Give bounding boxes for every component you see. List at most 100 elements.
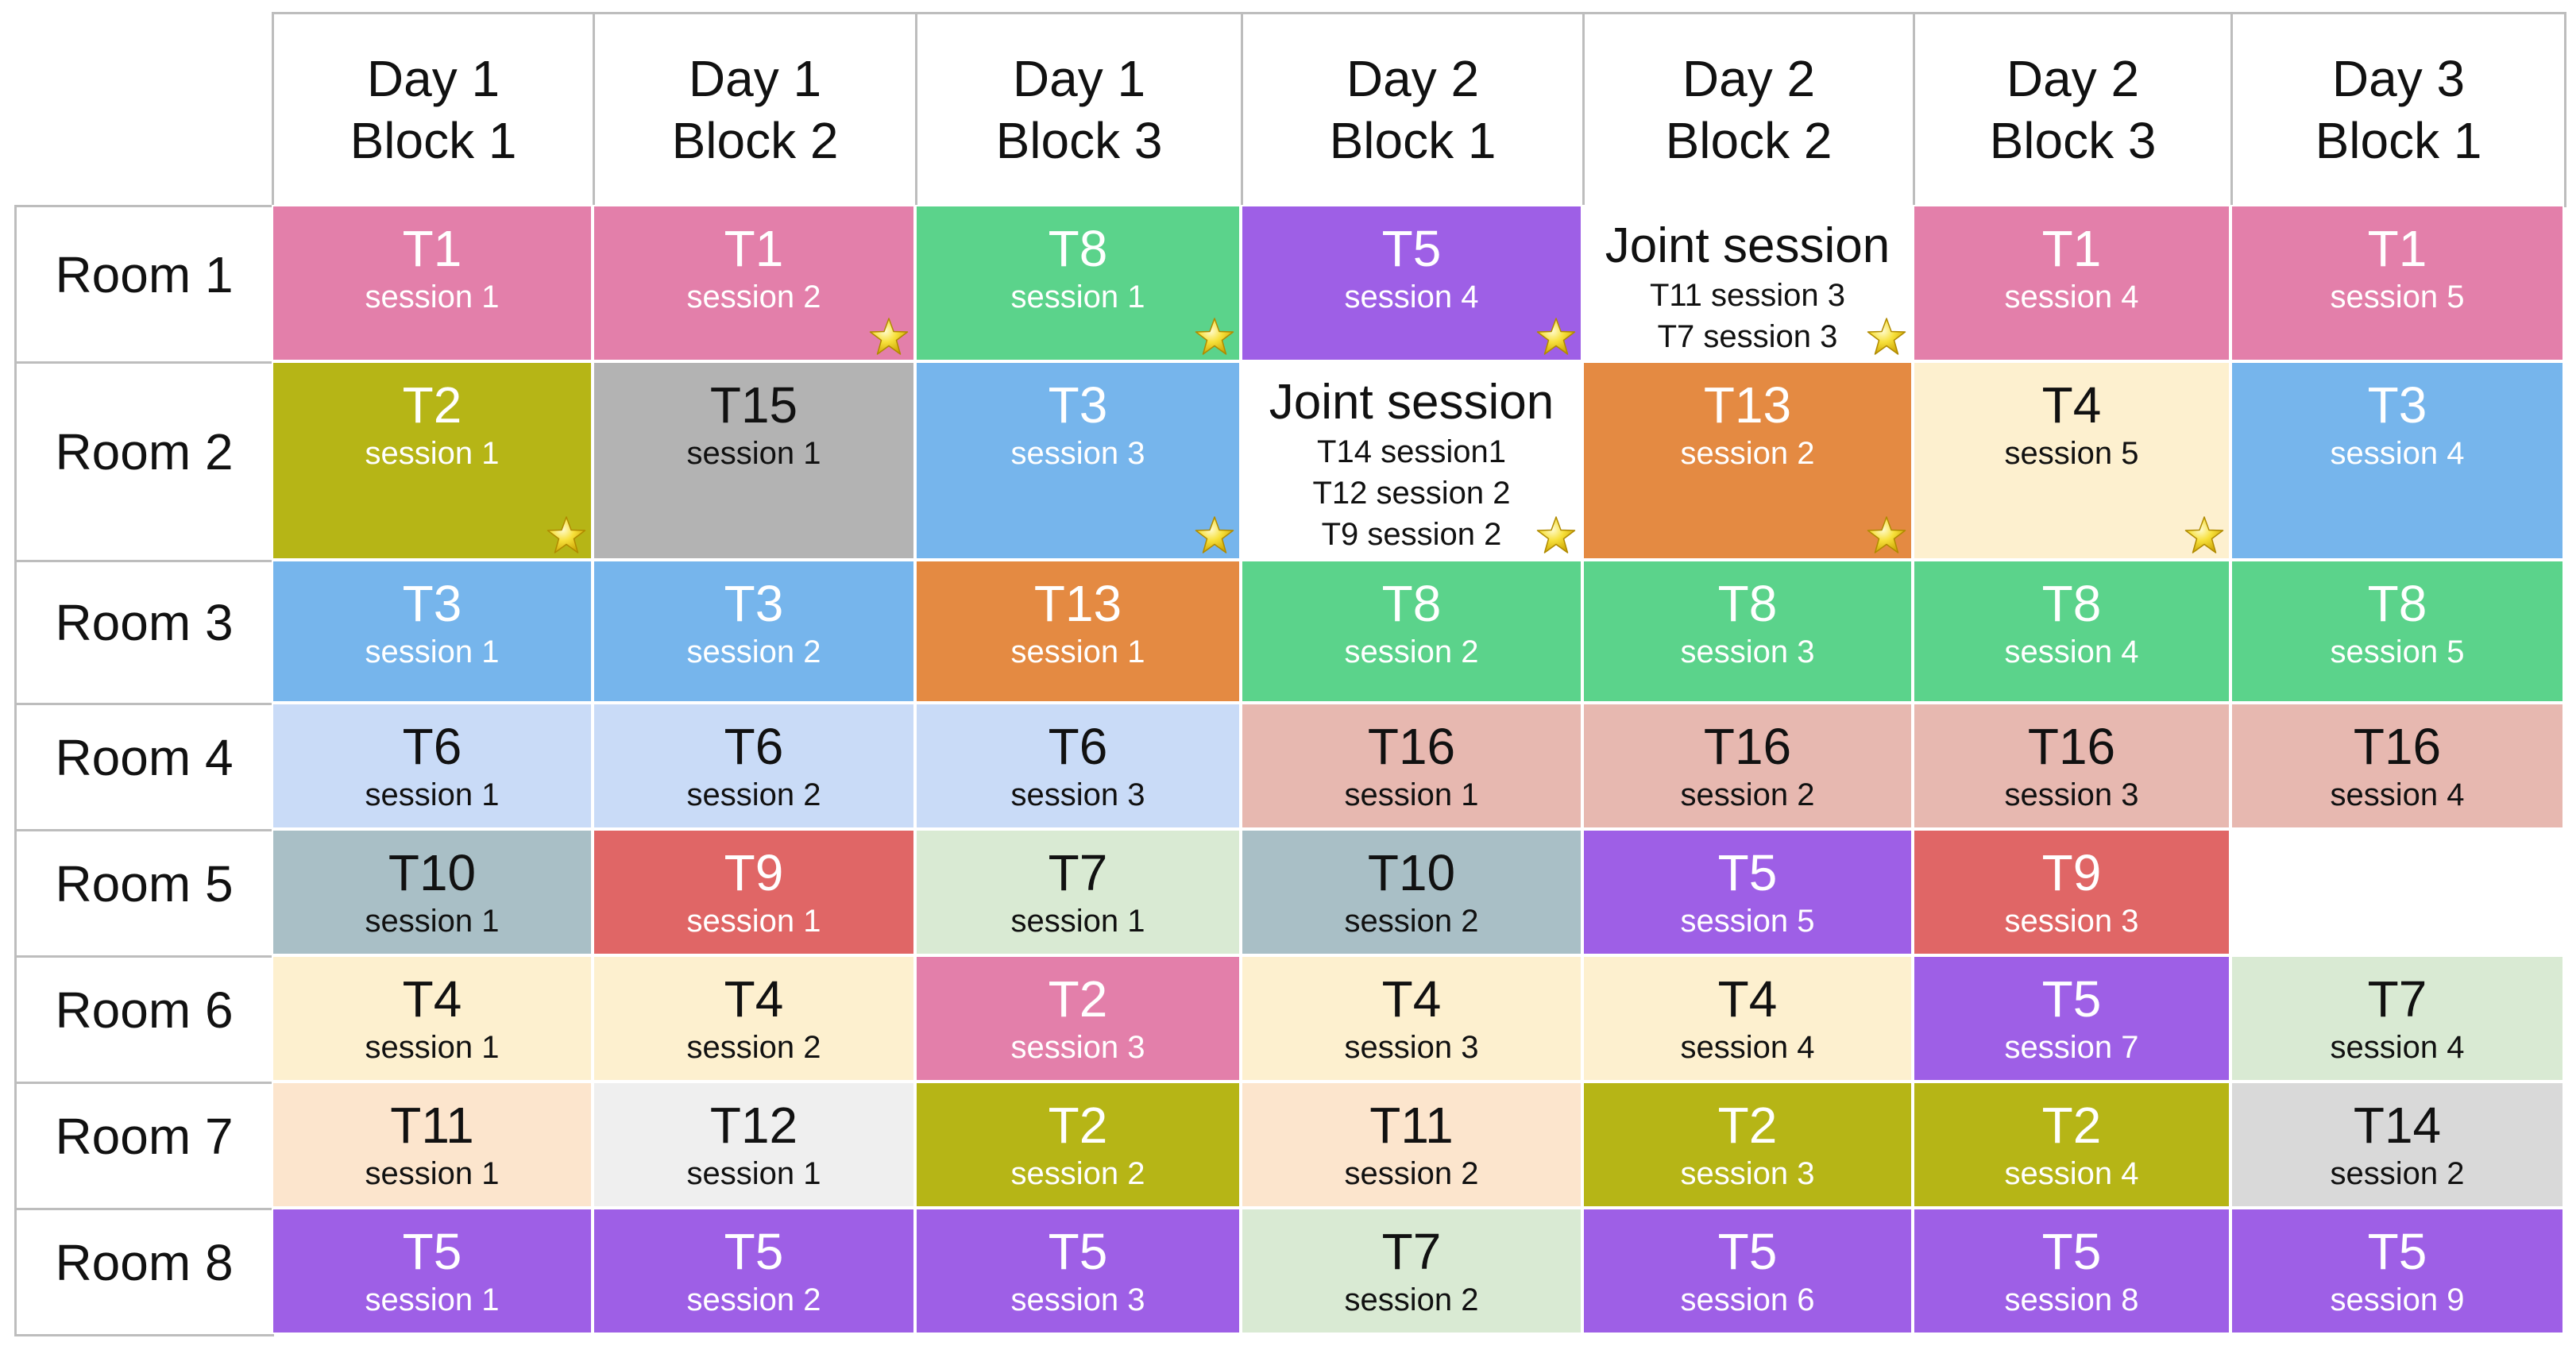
session-cell: T9 session 3 — [1913, 829, 2230, 955]
session-cell: T4 session 1 — [272, 955, 593, 1082]
column-day-label: Day 1 — [1012, 50, 1146, 107]
session-label: session 1 — [1344, 777, 1479, 812]
track-title: T16 — [1703, 718, 1792, 775]
session-label: session 3 — [1010, 1030, 1145, 1065]
session-cell: T3 session 4 — [2230, 361, 2564, 560]
track-title: T11 — [390, 1097, 474, 1154]
session-label: session 3 — [2004, 904, 2139, 939]
track-title: T7 — [1381, 1223, 1442, 1280]
track-title: T5 — [1717, 844, 1778, 901]
room-label: Room 3 — [14, 560, 274, 705]
column-header: Day 3 Block 1 — [2230, 12, 2566, 207]
session-cell: T10 session 2 — [1241, 829, 1582, 955]
session-label: T9 session 2 — [1321, 517, 1502, 552]
column-day-label: Day 2 — [1346, 50, 1480, 107]
track-title: T1 — [402, 220, 462, 277]
track-title: T5 — [1717, 1223, 1778, 1280]
session-cell: T8 session 5 — [2230, 560, 2564, 703]
track-title: T7 — [2367, 970, 2427, 1028]
track-title: T16 — [2027, 718, 2116, 775]
session-label: session 2 — [686, 280, 821, 314]
session-label: session 3 — [1010, 436, 1145, 471]
room-label: Room 1 — [14, 205, 274, 364]
session-cell: T4 session 2 — [593, 955, 915, 1082]
session-label: session 1 — [365, 904, 500, 939]
session-cell: T5 session 9 — [2230, 1208, 2564, 1334]
track-title: T11 — [1369, 1097, 1454, 1154]
room-label: Room 6 — [14, 955, 274, 1084]
track-title: T12 — [709, 1097, 798, 1154]
session-label: session 5 — [1680, 904, 1815, 939]
session-cell: T6 session 3 — [915, 703, 1241, 829]
session-cell: T8 session 1 — [915, 205, 1241, 361]
track-title: T3 — [1048, 376, 1108, 434]
track-title: T4 — [2041, 376, 2102, 434]
track-title: T7 — [1048, 844, 1108, 901]
session-cell: T8 session 2 — [1241, 560, 1582, 703]
track-title: T8 — [1381, 575, 1442, 632]
session-label: session 1 — [686, 436, 821, 471]
session-label: session 3 — [1344, 1030, 1479, 1065]
session-cell: T2 session 3 — [915, 955, 1241, 1082]
session-label: T7 session 3 — [1657, 319, 1838, 354]
session-label: session 4 — [1680, 1030, 1815, 1065]
track-title: T8 — [2367, 575, 2427, 632]
room-label: Room 5 — [14, 829, 274, 958]
session-cell: T3 session 2 — [593, 560, 915, 703]
session-label: session 1 — [365, 436, 500, 471]
track-title: T5 — [1381, 220, 1442, 277]
session-cell: T5 session 1 — [272, 1208, 593, 1334]
track-title: T9 — [724, 844, 784, 901]
session-cell: T1 session 2 — [593, 205, 915, 361]
column-header: Day 2 Block 1 — [1241, 12, 1585, 207]
session-label: session 9 — [2330, 1282, 2465, 1317]
session-label: session 2 — [686, 634, 821, 669]
session-label: session 2 — [1344, 904, 1479, 939]
session-cell: T2 session 1 — [272, 361, 593, 560]
session-label: session 5 — [2330, 634, 2465, 669]
session-cell: T1 session 5 — [2230, 205, 2564, 361]
session-label: session 1 — [365, 1282, 500, 1317]
session-label: session 2 — [686, 1030, 821, 1065]
session-label: session 4 — [2004, 634, 2139, 669]
column-block-label: Block 2 — [1665, 112, 1833, 169]
session-label: session 3 — [2004, 777, 2139, 812]
session-cell: T1 session 1 — [272, 205, 593, 361]
column-block-label: Block 1 — [1329, 112, 1497, 169]
track-title: T2 — [1048, 1097, 1108, 1154]
track-title: T16 — [1367, 718, 1456, 775]
session-cell: T6 session 1 — [272, 703, 593, 829]
track-title: T14 — [2353, 1097, 2442, 1154]
session-label: session 5 — [2330, 280, 2465, 314]
session-cell: T8 session 4 — [1913, 560, 2230, 703]
session-label: session 2 — [1680, 436, 1815, 471]
session-label: session 3 — [1680, 634, 1815, 669]
session-cell: T4 session 4 — [1582, 955, 1913, 1082]
session-cell: T2 session 3 — [1582, 1082, 1913, 1208]
session-label: session 4 — [2330, 777, 2465, 812]
column-block-label: Block 2 — [671, 112, 839, 169]
track-title: T4 — [402, 970, 462, 1028]
track-title: T1 — [2041, 220, 2102, 277]
room-label: Room 2 — [14, 361, 274, 562]
track-title: T5 — [2367, 1223, 2427, 1280]
star-icon — [2184, 516, 2224, 553]
session-cell: T8 session 3 — [1582, 560, 1913, 703]
track-title: T8 — [1048, 220, 1108, 277]
track-title: T3 — [2367, 376, 2427, 434]
track-title: T2 — [2041, 1097, 2102, 1154]
session-label: session 1 — [365, 777, 500, 812]
session-cell: T5 session 7 — [1913, 955, 2230, 1082]
session-cell: T3 session 3 — [915, 361, 1241, 560]
session-cell: T13 session 1 — [915, 560, 1241, 703]
column-day-label: Day 2 — [1682, 50, 1816, 107]
session-label: session 1 — [365, 1156, 500, 1191]
star-icon — [869, 318, 909, 355]
column-block-label: Block 3 — [995, 112, 1163, 169]
session-cell: T7 session 2 — [1241, 1208, 1582, 1334]
track-title: T2 — [402, 376, 462, 434]
session-label: session 3 — [1680, 1156, 1815, 1191]
session-cell: T7 session 1 — [915, 829, 1241, 955]
track-title: T3 — [402, 575, 462, 632]
track-title: T10 — [1367, 844, 1456, 901]
